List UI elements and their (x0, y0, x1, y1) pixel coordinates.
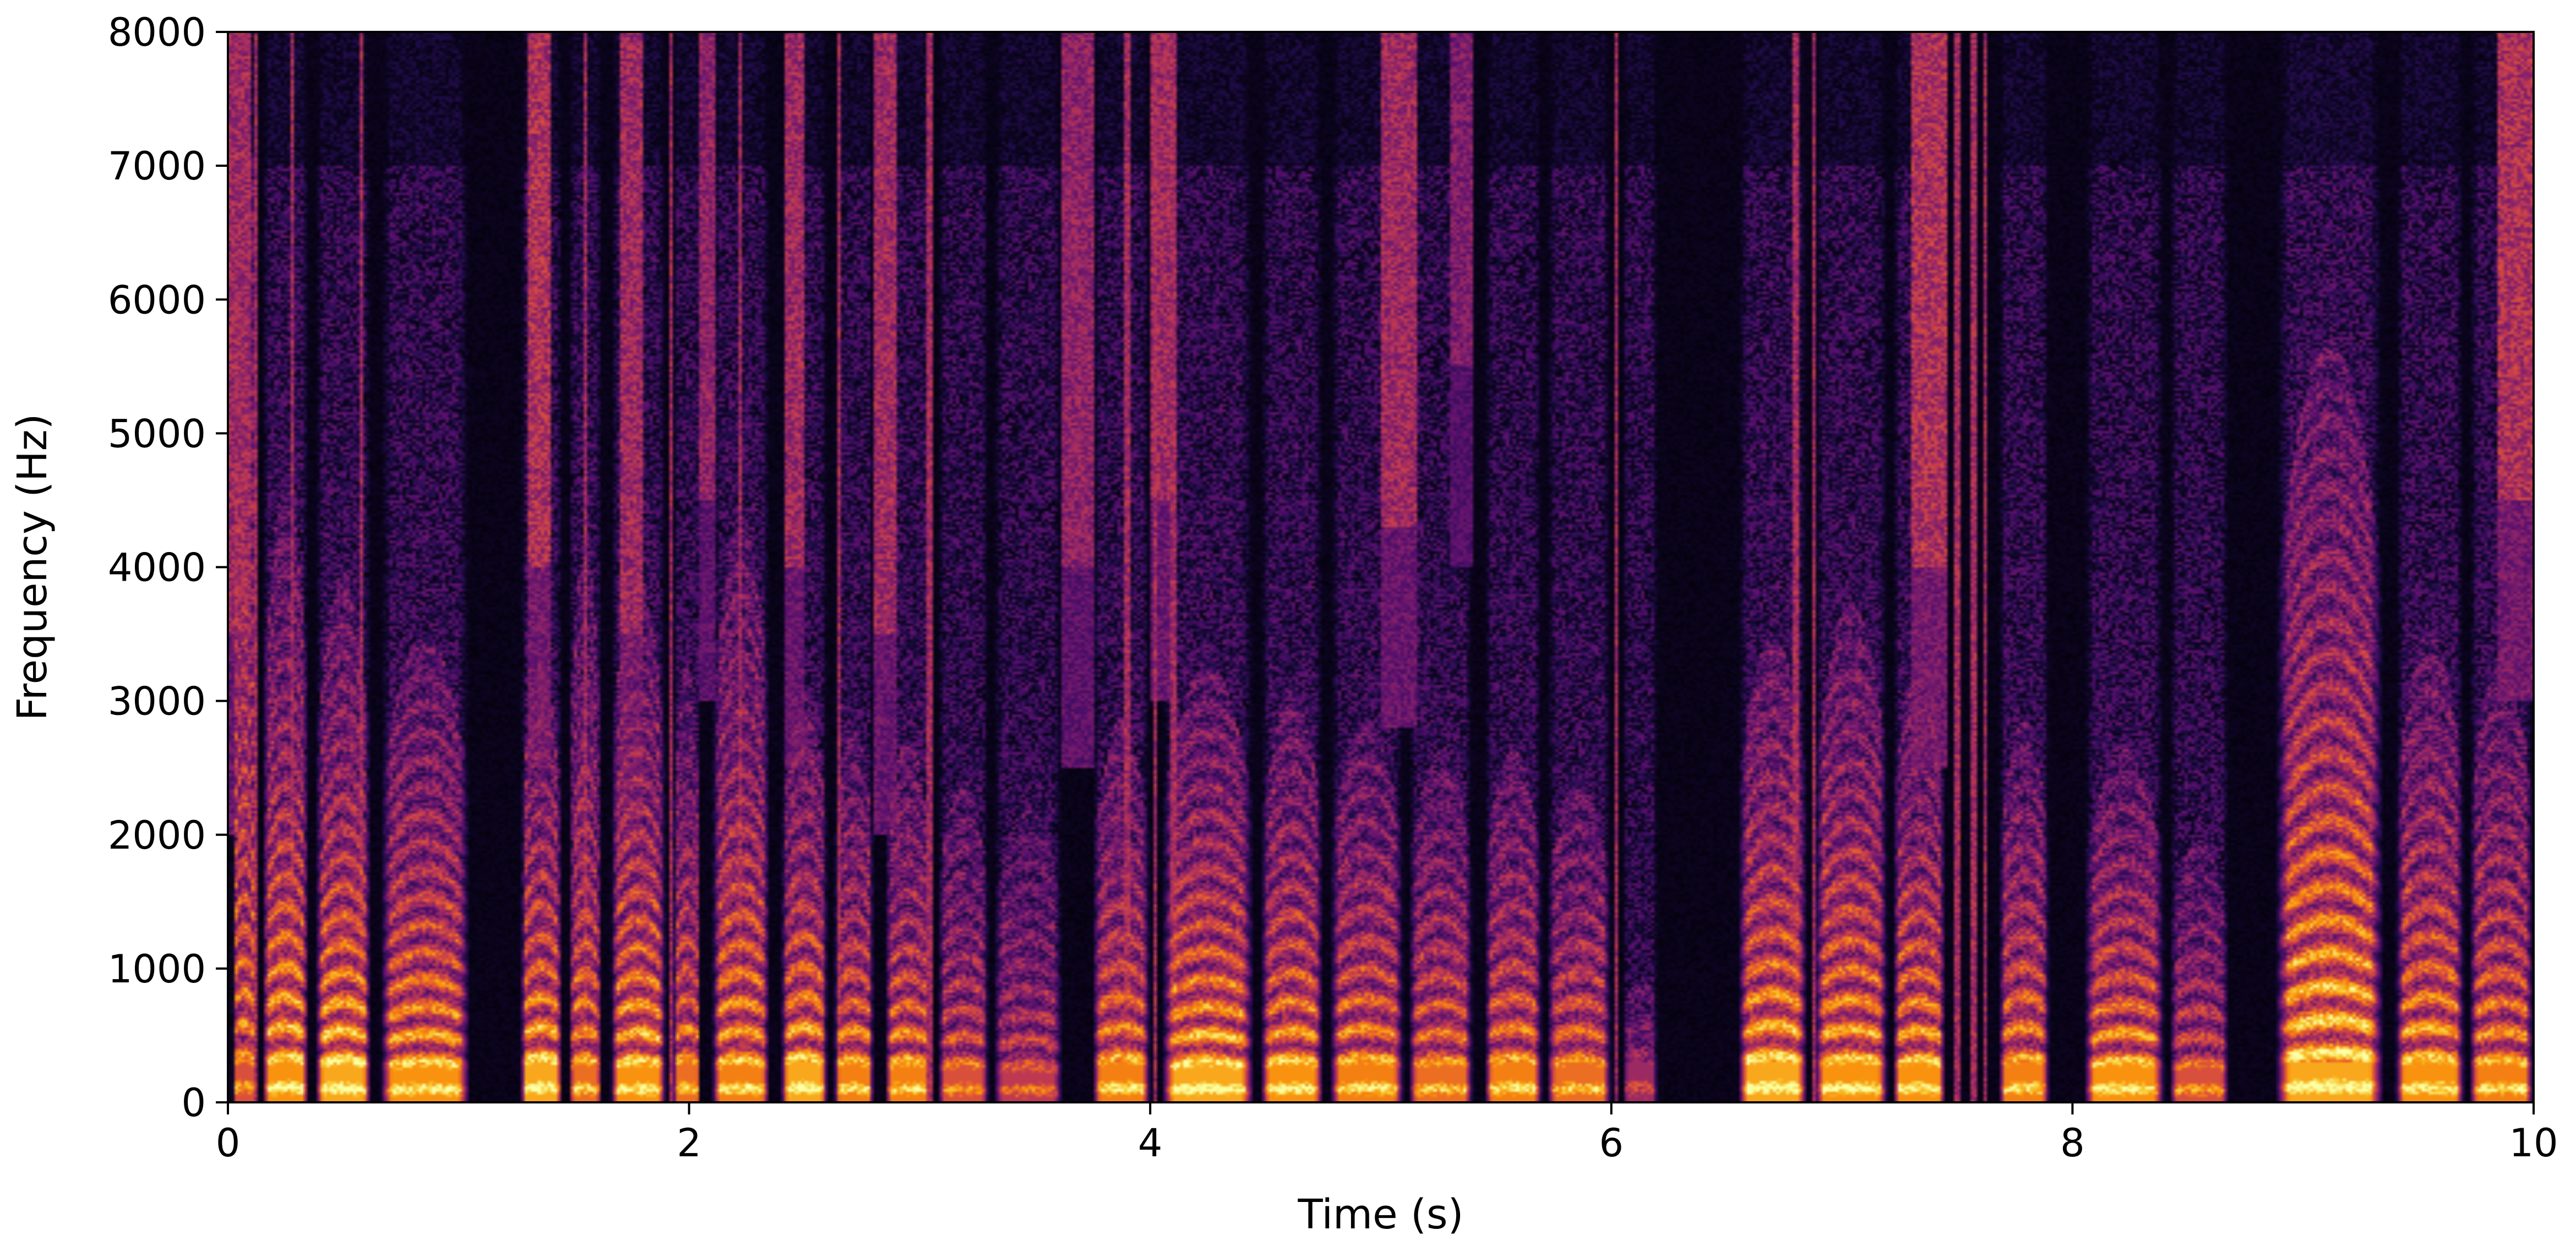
x-tick-label: 0 (216, 1121, 241, 1166)
x-tick-label: 8 (2060, 1121, 2085, 1166)
y-tick-label: 0 (181, 1080, 206, 1125)
x-axis-ticks: 0 2 4 6 8 10 (216, 1102, 2558, 1166)
x-tick-label: 10 (2509, 1121, 2558, 1166)
y-axis-label: Frequency (Hz) (9, 413, 56, 720)
x-tick-label: 4 (1138, 1121, 1163, 1166)
x-axis-label: Time (s) (1298, 1191, 1464, 1238)
x-tick-label: 2 (677, 1121, 701, 1166)
y-tick-label: 5000 (108, 411, 206, 456)
y-tick-label: 8000 (108, 10, 206, 55)
y-tick-label: 6000 (108, 277, 206, 323)
x-tick-label: 6 (1599, 1121, 1624, 1166)
y-tick-label: 4000 (108, 545, 206, 591)
y-tick-label: 2000 (108, 813, 206, 858)
y-tick-label: 3000 (108, 679, 206, 724)
plot-area (228, 32, 2534, 1102)
y-tick-label: 7000 (108, 144, 206, 189)
plot-frame (227, 31, 2535, 1103)
y-tick-label: 1000 (108, 947, 206, 992)
spectrogram-image (228, 32, 2534, 1102)
y-axis-ticks: 0 1000 2000 3000 4000 5000 6000 7000 8000 (108, 10, 228, 1125)
